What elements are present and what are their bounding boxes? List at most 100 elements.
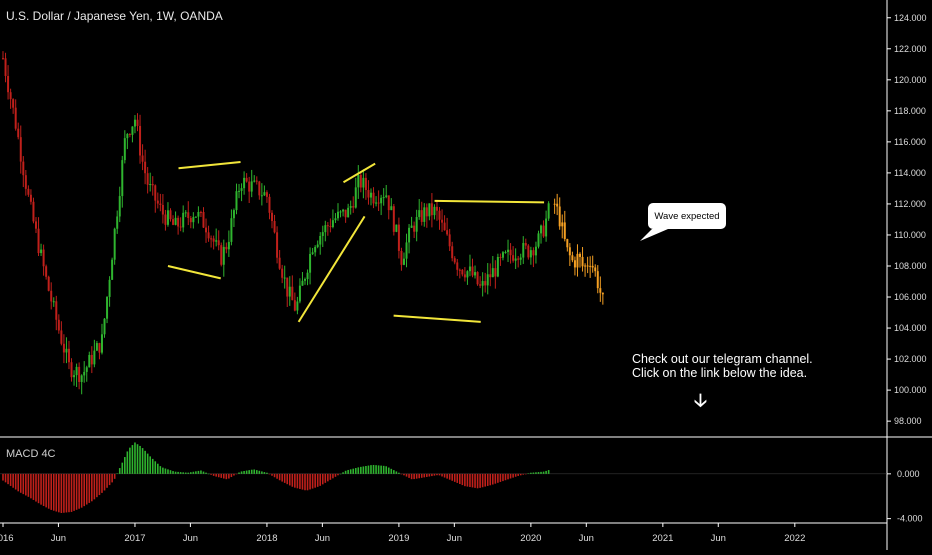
price-candle (106, 296, 109, 319)
macd-bar (207, 473, 210, 475)
macd-bar (329, 473, 332, 480)
macd-bar (362, 466, 365, 474)
macd-bar (451, 473, 454, 481)
price-candle (263, 192, 266, 196)
macd-bar (347, 469, 349, 474)
macd-bar (370, 465, 372, 474)
macd-bar (52, 473, 55, 511)
macd-bar (7, 473, 9, 485)
price-candle (448, 234, 451, 247)
macd-bar (139, 445, 141, 474)
price-candle (316, 244, 319, 247)
macd-bar (80, 473, 83, 508)
time-tick-label: Jun (51, 533, 66, 544)
macd-bar (172, 471, 174, 474)
price-candle (425, 207, 428, 217)
price-candle (194, 216, 197, 218)
macd-bar (512, 473, 514, 478)
macd-bar (408, 473, 410, 478)
price-candle (423, 207, 426, 222)
macd-bar (332, 473, 334, 479)
price-candle (37, 228, 40, 254)
projection-candle (581, 256, 584, 267)
macd-bar (88, 473, 91, 503)
price-candle (179, 226, 182, 228)
macd-bar (235, 473, 238, 475)
price-candle (390, 206, 393, 211)
projection-candle (553, 203, 556, 205)
price-candle (369, 192, 372, 198)
price-candle (2, 58, 4, 60)
price-candle (156, 200, 159, 204)
price-candle (288, 286, 291, 297)
price-candle (133, 119, 136, 127)
macd-bar (134, 442, 136, 474)
macd-bar (327, 473, 329, 482)
price-candle (276, 232, 279, 258)
price-candle (298, 285, 301, 302)
macd-bar (481, 473, 484, 488)
macd-bar (393, 470, 395, 474)
price-candle (304, 279, 307, 281)
price-candle (491, 268, 494, 278)
macd-bar (423, 473, 426, 478)
price-candle (461, 269, 464, 275)
macd-bar (436, 473, 438, 476)
macd-bar (261, 471, 263, 474)
macd-bar (65, 473, 68, 513)
macd-bar (111, 473, 113, 483)
arrow-down-icon: 🡣 (694, 390, 707, 410)
macd-bar (271, 473, 273, 476)
time-tick-label: Jun (579, 533, 594, 544)
price-candle (395, 224, 398, 232)
price-candle (354, 187, 357, 208)
price-candle (405, 242, 408, 259)
macd-bar (476, 473, 479, 489)
price-candle (344, 209, 347, 218)
macd-bar (418, 473, 421, 479)
price-candle (443, 222, 446, 231)
price-candle (111, 259, 114, 280)
macd-bar (167, 469, 169, 474)
macd-bar (187, 472, 190, 474)
price-tick-label: 104.000 (894, 323, 927, 333)
macd-bar (164, 468, 167, 474)
price-candle (24, 175, 27, 189)
time-tick-label: 2017 (124, 533, 145, 544)
macd-bar (316, 473, 319, 487)
price-candle (517, 258, 520, 260)
price-candle (281, 268, 284, 278)
projection-candle (601, 292, 604, 295)
price-candle (177, 217, 180, 227)
price-candle (377, 202, 380, 204)
macd-bar (106, 473, 108, 488)
macd-bar (484, 473, 486, 487)
macd-bar (157, 463, 159, 474)
trendline-3 (297, 215, 366, 323)
price-candle (456, 262, 459, 270)
price-candle (9, 92, 12, 100)
price-candle (357, 174, 360, 188)
macd-bar (40, 473, 42, 505)
macd-bar (337, 473, 339, 476)
macd-bar (253, 469, 256, 474)
time-tick-label: 2020 (520, 533, 541, 544)
macd-bar (354, 468, 357, 474)
macd-bar (281, 473, 283, 482)
price-candle (27, 188, 30, 195)
chart-title: U.S. Dollar / Japanese Yen, 1W, OANDA (6, 9, 223, 23)
price-candle (402, 258, 405, 265)
telegram-promo-text: Check out our telegram channel. Click on… (632, 352, 813, 380)
price-candle (34, 221, 37, 229)
price-candle (12, 99, 15, 108)
macd-bar (294, 473, 296, 488)
macd-bar (233, 473, 235, 476)
price-candle (471, 266, 474, 276)
macd-bar (324, 473, 327, 483)
macd-bar (116, 473, 119, 474)
macd-bar (250, 469, 253, 474)
macd-bar (522, 473, 525, 475)
macd-bar (448, 473, 451, 480)
projection-candle (571, 255, 574, 261)
